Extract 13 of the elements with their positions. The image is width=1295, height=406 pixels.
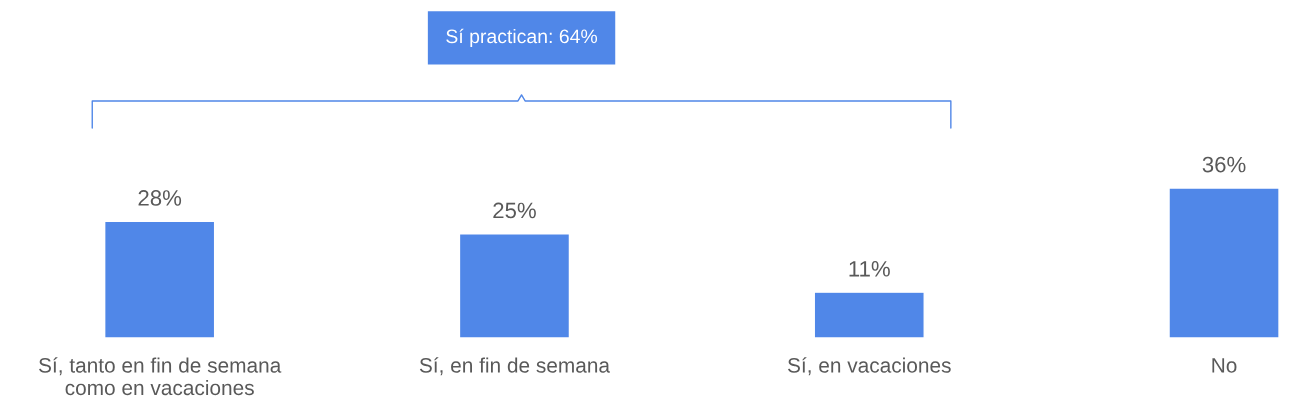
data-label: 11%	[849, 261, 890, 277]
text: Sí practican: 64%	[446, 28, 598, 48]
x-tick-label: Sí, en vacaciones	[787, 357, 951, 376]
data-label: 25%	[493, 202, 536, 219]
bar	[458, 233, 571, 338]
data-label: 28%	[138, 190, 182, 206]
x-tick-label: Sí, en fin de semana	[419, 357, 610, 376]
x-tick-label: No	[1212, 358, 1237, 373]
bar	[813, 291, 925, 338]
bar	[103, 220, 216, 338]
x-tick-label: Sí, tanto en fin de semana como en vacaciones	[39, 357, 282, 396]
bar	[1168, 187, 1280, 338]
data-label: 36%	[1202, 156, 1246, 173]
